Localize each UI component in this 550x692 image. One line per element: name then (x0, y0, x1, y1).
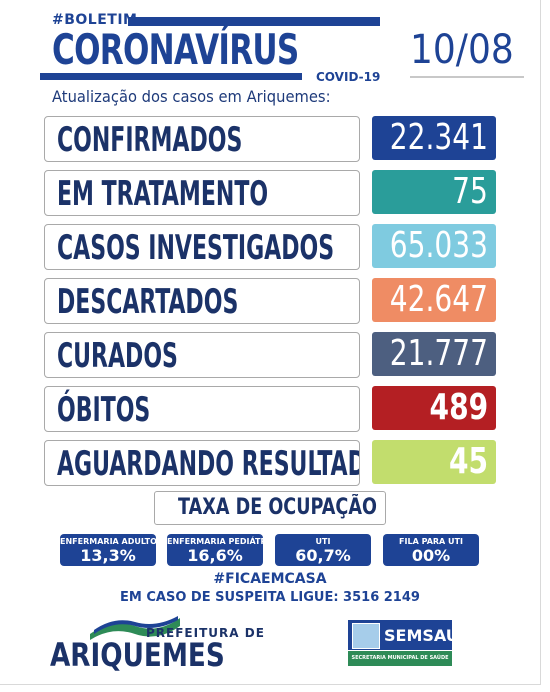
stat-value: 489 (429, 387, 488, 428)
page-title: CORONAVÍRUS (52, 25, 299, 74)
occupancy-value: 00% (411, 546, 451, 565)
stat-value: 45 (448, 441, 488, 482)
stat-label: EM TRATAMENTO (57, 174, 269, 214)
occupancy-enfermaria-adulto: ENFERMARIA ADULTO 13,3% (60, 534, 157, 566)
stat-label: CASOS INVESTIGADOS (57, 228, 335, 268)
occupancy-label: FILA PARA UTI (399, 537, 463, 546)
flag-icon (90, 616, 180, 640)
stat-value-box: 65.033 (372, 224, 496, 268)
stat-value: 22.341 (389, 117, 488, 158)
stat-label: CONFIRMADOS (57, 120, 243, 160)
fica-em-casa-hashtag: #FICAEMCASA (213, 571, 327, 587)
stat-label: AGUARDANDO RESULTADO (57, 444, 360, 484)
occupancy-label: ENFERMARIA ADULTO (60, 537, 157, 546)
stat-row: DESCARTADOS 42.647 (44, 278, 496, 324)
stat-label: CURADOS (57, 336, 178, 376)
stat-label: ÓBITOS (57, 390, 151, 430)
suspect-phone-text: EM CASO DE SUSPEITA LIGUE: 3516 2149 (120, 590, 420, 605)
semsau-header: SEMSAU (348, 620, 459, 650)
semsau-emblem-icon (352, 623, 380, 649)
stat-row: CASOS INVESTIGADOS 65.033 (44, 224, 496, 270)
covid-label: COVID-19 (316, 70, 381, 84)
header-bar-bottom (40, 73, 302, 80)
occupancy-uti: UTI 60,7% (275, 534, 371, 566)
bulletin-date: 10/08 (410, 27, 514, 73)
subtitle: Atualização dos casos em Ariquemes: (52, 87, 331, 106)
stat-value-box: 42.647 (372, 278, 496, 322)
occupancy-title: TAXA DE OCUPAÇÃO (178, 495, 377, 520)
occupancy-value: 16,6% (187, 546, 243, 565)
stat-value: 21.777 (389, 333, 488, 374)
stat-value-box: 489 (372, 386, 496, 430)
stat-value-box: 21.777 (372, 332, 496, 376)
stat-value-box: 45 (372, 440, 496, 484)
stat-row: CURADOS 21.777 (44, 332, 496, 378)
stat-value-box: 75 (372, 170, 496, 214)
stat-label-box: CURADOS (44, 332, 360, 378)
boletim-hashtag: #BOLETIM (52, 12, 138, 28)
occupancy-label: UTI (315, 537, 331, 546)
stat-value: 65.033 (389, 225, 488, 266)
stat-label-box: ÓBITOS (44, 386, 360, 432)
occupancy-fila-uti: FILA PARA UTI 00% (383, 534, 479, 566)
stat-value: 75 (452, 171, 488, 212)
stat-label-box: CONFIRMADOS (44, 116, 360, 162)
prefeitura-logo: PREFEITURA DE ARIQUEMES (50, 616, 264, 674)
stat-row: AGUARDANDO RESULTADO 45 (44, 440, 496, 486)
stat-row: CONFIRMADOS 22.341 (44, 116, 496, 162)
header-bar-top (128, 17, 380, 26)
stat-label: DESCARTADOS (57, 282, 239, 322)
stat-label-box: EM TRATAMENTO (44, 170, 360, 216)
occupancy-value: 60,7% (295, 546, 351, 565)
date-underline (410, 76, 524, 78)
stat-value: 42.647 (389, 279, 488, 320)
occupancy-label: ENFERMARIA PEDIÁTRICA (167, 537, 282, 546)
semsau-name: SEMSAU (384, 626, 459, 645)
stat-row: ÓBITOS 489 (44, 386, 496, 432)
stat-label-box: DESCARTADOS (44, 278, 360, 324)
occupancy-title-box: TAXA DE OCUPAÇÃO (154, 491, 386, 525)
stat-value-box: 22.341 (372, 116, 496, 160)
stat-row: EM TRATAMENTO 75 (44, 170, 496, 216)
occupancy-value: 13,3% (80, 546, 136, 565)
semsau-logo: SEMSAU SECRETARIA MUNICIPAL DE SAÚDE (348, 620, 459, 666)
prefeitura-small-text: PREFEITURA DE (146, 626, 265, 640)
stat-label-box: AGUARDANDO RESULTADO (44, 440, 360, 486)
stat-label-box: CASOS INVESTIGADOS (44, 224, 360, 270)
semsau-subtitle: SECRETARIA MUNICIPAL DE SAÚDE (348, 651, 452, 666)
prefeitura-name: ARIQUEMES (50, 636, 225, 674)
occupancy-enfermaria-pediatrica: ENFERMARIA PEDIÁTRICA 16,6% (167, 534, 282, 566)
